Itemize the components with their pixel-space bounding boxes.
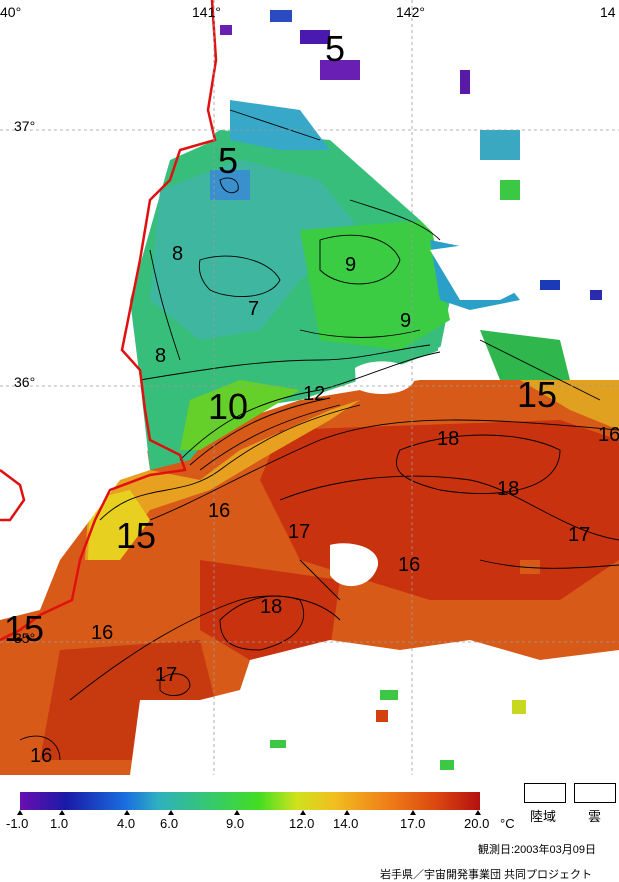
iso-label: 16 [398, 554, 421, 576]
cloud-mask [0, 0, 619, 775]
lon-label-143: 14 [600, 4, 616, 20]
lon-label-141: 141° [192, 4, 221, 20]
lon-label-142: 142° [396, 4, 425, 20]
scale-tick-label: 12.0 [289, 816, 315, 831]
iso-label: 5 [218, 140, 239, 181]
iso-label: 9 [400, 310, 412, 332]
lon-label-140: 40° [0, 4, 22, 20]
iso-label: 15 [4, 608, 45, 649]
iso-label: 18 [497, 478, 520, 500]
scale-tick-label: -1.0 [6, 816, 29, 831]
scale-tick-label: 20.0 [464, 816, 490, 831]
scale-tick-label: 1.0 [50, 816, 69, 831]
scale-tick-label: 14.0 [333, 816, 359, 831]
iso-label: 7 [248, 298, 260, 320]
coastline-west [0, 469, 26, 522]
lat-label-35: 35° [14, 630, 36, 646]
land-label: 陸域 [530, 809, 557, 824]
scale-tick-label: 6.0 [160, 816, 179, 831]
iso-label: 9 [345, 254, 357, 276]
unit-label: °C [500, 816, 515, 831]
legend [17, 792, 481, 815]
coastline [0, 0, 218, 642]
iso-label: 8 [155, 345, 167, 367]
iso-label: 16 [30, 745, 53, 767]
scale-tick-label: 9.0 [226, 816, 245, 831]
iso-label: 18 [260, 596, 283, 618]
iso-label: 16 [91, 622, 114, 644]
iso-label: 5 [325, 28, 346, 69]
iso-label: 18 [437, 428, 460, 450]
iso-label: 16 [208, 500, 231, 522]
observation-date: 観測日:2003年03月09日 [478, 844, 596, 856]
iso-label: 17 [288, 521, 311, 543]
iso-label: 16 [598, 424, 619, 446]
graticule [0, 0, 619, 775]
iso-label: 12 [303, 383, 326, 405]
iso-label: 17 [155, 664, 178, 686]
credit-line: 岩手県／宇宙開発事業団 共同プロジェクト [380, 869, 593, 881]
color-scale-ticks [17, 810, 481, 815]
iso-label: 8 [172, 243, 184, 265]
scale-tick-label: 17.0 [400, 816, 426, 831]
iso-label: 15 [517, 374, 558, 415]
cloud-label: 雲 [588, 809, 602, 824]
speckles [220, 10, 602, 770]
land-swatch [524, 783, 566, 803]
lat-label-37: 37° [14, 118, 36, 134]
isotherms [19, 109, 619, 761]
scale-tick-label: 4.0 [117, 816, 136, 831]
iso-label: 10 [208, 386, 249, 427]
iso-label: 17 [568, 524, 591, 546]
sst-map [0, 0, 619, 775]
iso-label: 15 [116, 515, 157, 556]
color-scale-bar [20, 792, 480, 810]
lat-label-36: 36° [14, 374, 36, 390]
cloud-swatch [574, 783, 616, 803]
